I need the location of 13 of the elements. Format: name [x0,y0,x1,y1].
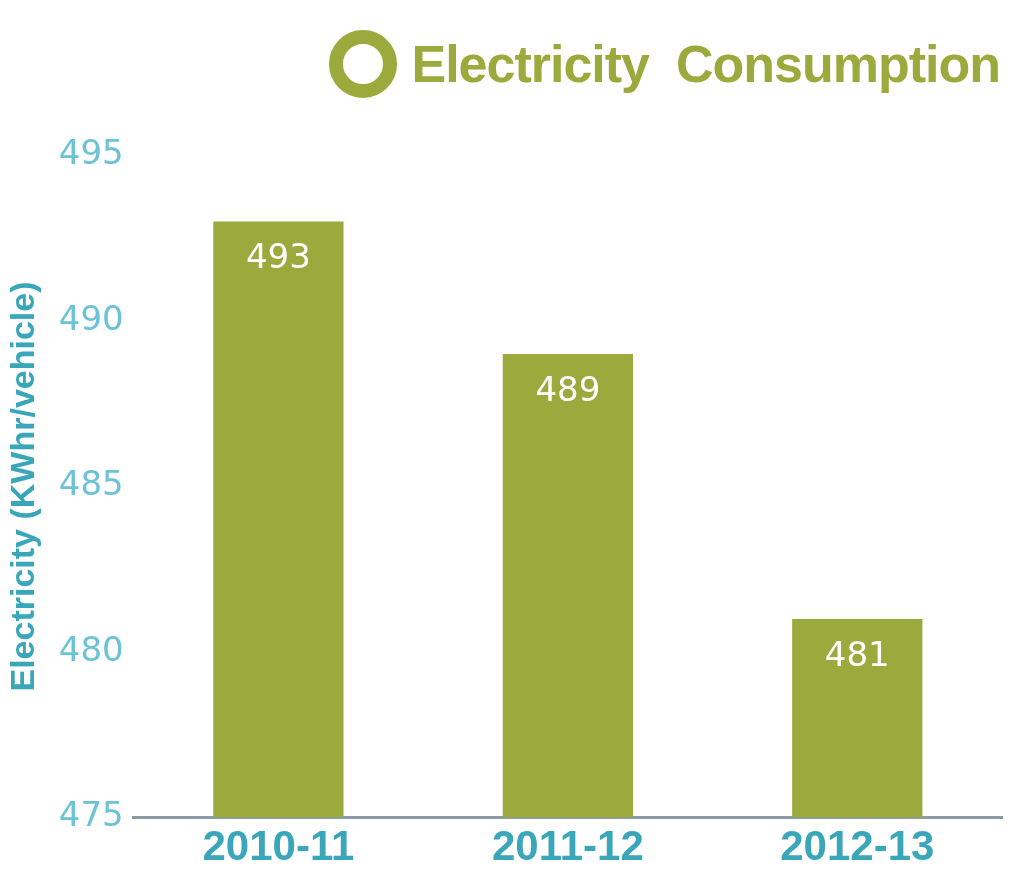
y-tick-label: 475 [58,794,124,835]
y-axis-title: Electricity (KWhr/vehicle) [2,281,41,692]
data-label: 489 [535,368,601,409]
chart-title: Electricity Consumption [411,34,1000,94]
data-label: 493 [245,236,311,277]
x-tick-label: 2012-13 [780,822,935,870]
y-tick-label: 495 [58,132,124,173]
y-tick-label: 490 [58,297,124,338]
y-tick-label: 480 [58,628,124,669]
x-tick-label: 2010-11 [202,822,355,870]
data-label: 481 [824,633,890,674]
y-tick-label: 485 [58,463,124,504]
x-tick-label: 2011-12 [491,822,644,870]
